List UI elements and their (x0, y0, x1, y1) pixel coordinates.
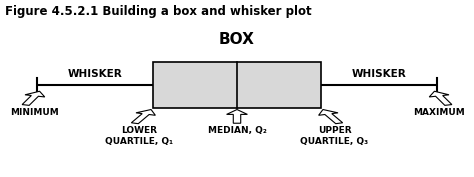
Text: UPPER
QUARTILE, Q₃: UPPER QUARTILE, Q₃ (301, 126, 369, 146)
Bar (154, 62, 320, 108)
Text: BOX: BOX (219, 32, 255, 47)
Text: MAXIMUM: MAXIMUM (413, 108, 465, 117)
Polygon shape (227, 110, 247, 123)
Text: Figure 4.5.2.1 Building a box and whisker plot: Figure 4.5.2.1 Building a box and whiske… (5, 5, 311, 18)
Text: MINIMUM: MINIMUM (10, 108, 59, 117)
Text: MEDIAN, Q₂: MEDIAN, Q₂ (208, 126, 266, 135)
Polygon shape (22, 91, 45, 105)
Polygon shape (131, 110, 155, 124)
Text: WHISKER: WHISKER (68, 69, 123, 79)
Text: LOWER
QUARTILE, Q₁: LOWER QUARTILE, Q₁ (105, 126, 173, 146)
Polygon shape (429, 91, 452, 105)
Polygon shape (319, 110, 343, 124)
Text: WHISKER: WHISKER (351, 69, 406, 79)
